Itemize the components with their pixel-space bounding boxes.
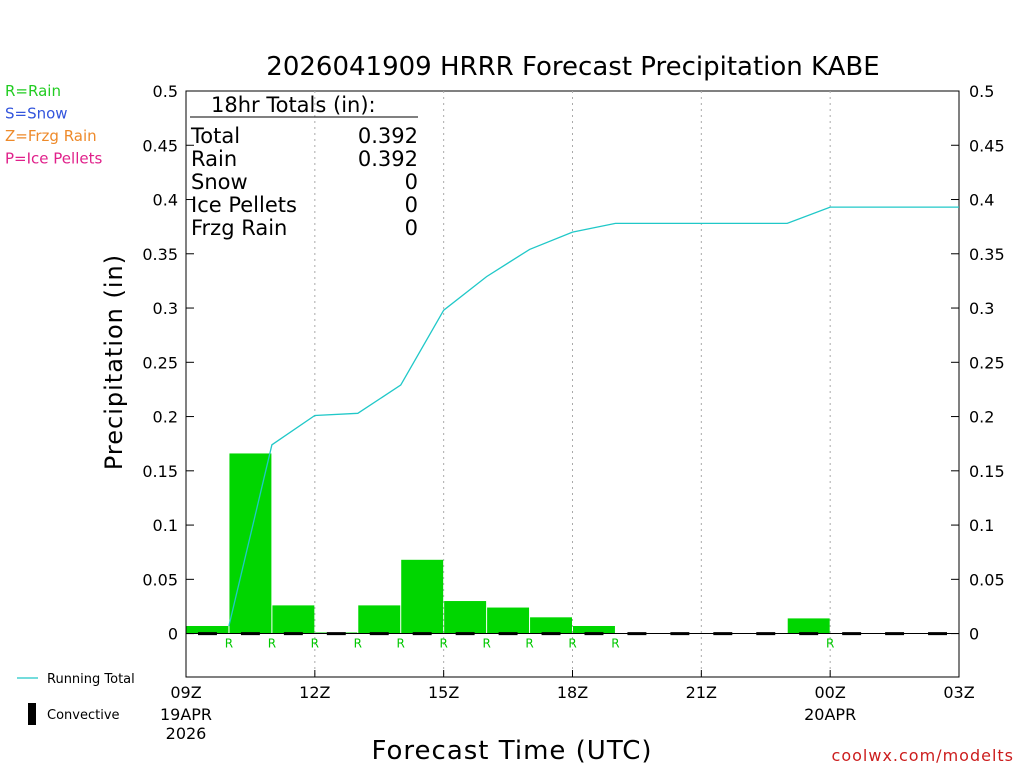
y-tick-label-left: 0.5 <box>153 82 178 101</box>
precip-bar <box>272 605 315 634</box>
precip-type-legend: R=Rain S=Snow Z=Frzg Rain P=Ice Pellets <box>5 82 102 168</box>
y-tick-label-right: 0.5 <box>969 82 994 101</box>
y-axis-right: 0 0.05 0.1 0.15 0.2 0.25 0.3 0.35 0.4 0.45 0.5 <box>951 82 1005 644</box>
precip-bar <box>787 618 830 634</box>
y-tick-label-right: 0.1 <box>969 516 994 535</box>
precip-type-label: R <box>568 637 576 651</box>
precip-bar <box>401 559 444 634</box>
totals-header: 18hr Totals (in): <box>211 93 376 117</box>
y-tick-label-right: 0.35 <box>969 245 1005 264</box>
legend-entry: S=Snow <box>5 105 68 123</box>
precip-type-label: R <box>354 637 362 651</box>
y-tick-label-left: 0.45 <box>142 136 178 155</box>
precip-type-label: R <box>525 637 533 651</box>
totals-row-value: 0.392 <box>358 147 418 171</box>
y-tick-label-left: 0.15 <box>142 462 178 481</box>
y-tick-label-right: 0.2 <box>969 408 994 427</box>
y-tick-label-right: 0.45 <box>969 136 1005 155</box>
x-tick-label: 12Z <box>299 683 330 702</box>
totals-row-label: Rain <box>191 147 237 171</box>
precip-type-label: R <box>826 637 834 651</box>
totals-row-value: 0 <box>405 170 418 194</box>
y-tick-label-right: 0.4 <box>969 191 994 210</box>
y-tick-label-left: 0.2 <box>153 408 178 427</box>
x-tick-label: 15Z <box>428 683 459 702</box>
precip-type-label: R <box>268 637 276 651</box>
x-tick-label: 18Z <box>557 683 588 702</box>
precip-bar <box>229 453 272 634</box>
x-tick-label: 03Z <box>943 683 974 702</box>
totals-row-label: Frzg Rain <box>191 216 287 240</box>
y-axis-left: 0 0.05 0.1 0.15 0.2 0.25 0.3 0.35 0.4 0.45 0.5 <box>142 82 194 644</box>
y-tick-label-left: 0 <box>168 625 178 644</box>
legend-entry: Z=Frzg Rain <box>5 127 97 145</box>
totals-row-value: 0.392 <box>358 124 418 148</box>
precip-bar <box>186 625 229 634</box>
series-legend: Running Total Convective <box>17 672 135 725</box>
chart-title: 2026041909 HRRR Forecast Precipitation K… <box>266 52 879 82</box>
y-tick-label-left: 0.35 <box>142 245 178 264</box>
legend-entry: R=Rain <box>5 82 61 100</box>
precip-type-label: R <box>611 637 619 651</box>
totals-box: 18hr Totals (in): Total 0.392 Rain 0.392 Sno… <box>190 93 418 240</box>
x-tick-sublabel: 19APR <box>160 705 212 724</box>
y-tick-label-right: 0.25 <box>969 353 1005 372</box>
y-axis-label: Precipitation (in) <box>100 254 128 470</box>
precip-bar <box>487 607 530 634</box>
x-tick-sublabel: 2026 <box>166 724 207 743</box>
hourly-precip-bars <box>186 453 947 636</box>
totals-row-label: Total <box>190 124 240 148</box>
credit-text: coolwx.com/modelts <box>832 746 1014 765</box>
precip-bar <box>573 625 615 634</box>
precip-bar <box>444 601 487 634</box>
totals-row-value: 0 <box>405 216 418 240</box>
x-tick-sublabel: 20APR <box>804 705 856 724</box>
legend-bar-swatch <box>28 703 36 725</box>
y-tick-label-left: 0.3 <box>153 299 178 318</box>
y-tick-label-left: 0.25 <box>142 353 178 372</box>
y-tick-label-right: 0.15 <box>969 462 1005 481</box>
precip-bar <box>358 605 401 634</box>
y-tick-label-left: 0.4 <box>153 191 178 210</box>
x-tick-label: 00Z <box>815 683 846 702</box>
y-tick-label-left: 0.05 <box>142 570 178 589</box>
x-tick-label: 21Z <box>686 683 717 702</box>
running-total-polyline <box>228 206 959 627</box>
totals-row-value: 0 <box>405 193 418 217</box>
x-tick-label: 09Z <box>170 683 201 702</box>
y-tick-label-right: 0.3 <box>969 299 994 318</box>
time-gridlines <box>314 91 831 677</box>
y-tick-label-right: 0.05 <box>969 570 1005 589</box>
y-tick-label-left: 0.1 <box>153 516 178 535</box>
running-total-line <box>228 206 959 627</box>
x-axis-label: Forecast Time (UTC) <box>371 736 652 766</box>
precip-bar <box>530 617 572 634</box>
precip-type-label: R <box>311 637 319 651</box>
precip-type-label: R <box>439 637 447 651</box>
precip-type-label: R <box>482 637 490 651</box>
precip-type-label: R <box>397 637 405 651</box>
totals-row-label: Snow <box>191 170 248 194</box>
legend-entry: P=Ice Pellets <box>5 150 102 168</box>
precip-type-label: R <box>225 637 233 651</box>
legend-bottom-label: Convective <box>47 708 120 723</box>
y-tick-label-right: 0 <box>969 625 979 644</box>
totals-row-label: Ice Pellets <box>191 193 297 217</box>
legend-bottom-label: Running Total <box>47 672 135 687</box>
